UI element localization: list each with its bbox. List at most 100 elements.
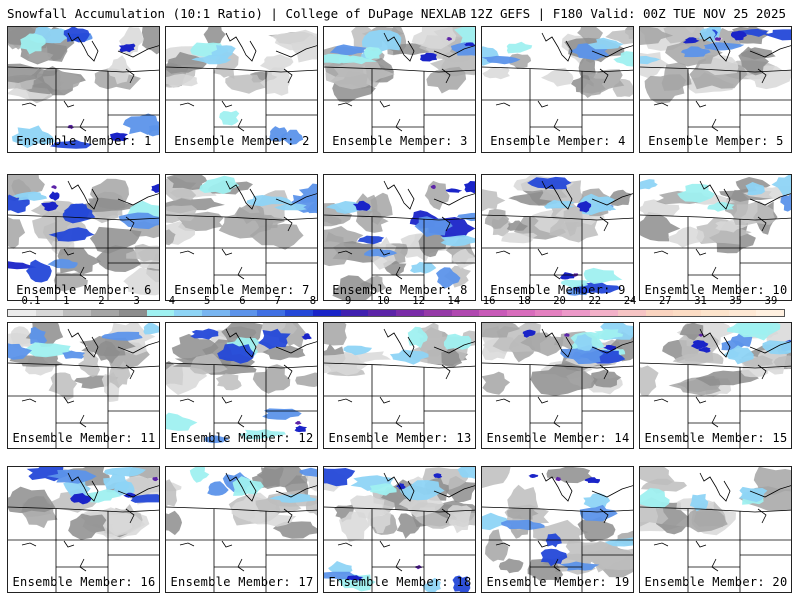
member-map-panel <box>323 174 476 301</box>
snowfall-map <box>482 27 633 152</box>
colorbar-tick-label: 8 <box>309 295 317 307</box>
member-map-panel <box>481 466 634 593</box>
snowfall-map <box>324 180 475 300</box>
member-map-panel <box>323 26 476 153</box>
colorbar-tick-label: 5 <box>204 295 211 307</box>
colorbar-tick-label: 7 <box>274 295 281 307</box>
member-map-panel <box>323 466 476 593</box>
colorbar-segment <box>118 310 147 316</box>
colorbar-segment <box>396 310 424 316</box>
member-label: Ensemble Member: 1 <box>16 134 152 148</box>
member-map-panel <box>7 322 160 449</box>
colorbar-tick-label: 10 <box>377 295 390 307</box>
snowfall-colorbar <box>7 309 785 317</box>
snowfall-map <box>166 175 317 300</box>
colorbar-ticks: 0.1 1 2 3 4 5 6 7 8 9 10 12 14 16 18 20 22 24 27 31 35 39 <box>7 295 785 307</box>
snowfall-map <box>8 175 159 300</box>
member-label: Ensemble Member: 8 <box>332 283 468 297</box>
colorbar-segment <box>229 310 258 316</box>
member-map-panel <box>165 174 318 301</box>
member-map-panel <box>481 322 634 449</box>
colorbar-tick-label: 0.1 <box>21 295 41 307</box>
member-label: Ensemble Member: 16 <box>12 575 156 589</box>
member-label: Ensemble Member: 10 <box>644 283 788 297</box>
member-label: Ensemble Member: 12 <box>170 431 314 445</box>
member-map-panel <box>7 26 160 153</box>
colorbar-tick-label: 27 <box>658 295 672 307</box>
colorbar-segment <box>312 310 341 316</box>
colorbar-segment <box>617 310 646 316</box>
member-label: Ensemble Member: 2 <box>174 134 310 148</box>
snowfall-map <box>324 27 475 152</box>
member-map-panel <box>639 26 792 153</box>
colorbar-tick-label: 2 <box>98 295 105 307</box>
colorbar-segment <box>479 310 507 316</box>
member-label: Ensemble Member: 20 <box>644 575 788 589</box>
member-label: Ensemble Member: 13 <box>328 431 472 445</box>
colorbar-segment <box>506 310 535 316</box>
colorbar-segment <box>174 310 203 316</box>
colorbar-segment <box>700 310 729 316</box>
member-label: Ensemble Member: 6 <box>16 283 152 297</box>
snowfall-map <box>166 27 317 152</box>
member-map-panel <box>481 174 634 301</box>
colorbar-tick-label: 3 <box>133 295 140 307</box>
member-map-panel <box>165 322 318 449</box>
snowfall-map <box>324 323 475 448</box>
colorbar-segment <box>63 310 92 316</box>
snowfall-map <box>640 323 791 448</box>
member-map-panel <box>481 26 634 153</box>
colorbar-segment <box>91 310 119 316</box>
map-title: Snowfall Accumulation (10:1 Ratio) | Col… <box>7 6 467 21</box>
colorbar-segment <box>202 310 230 316</box>
member-map-panel <box>7 466 160 593</box>
member-map-panel <box>323 322 476 449</box>
snowfall-map <box>482 467 633 592</box>
colorbar-segment <box>534 310 563 316</box>
colorbar-tick-label: 35 <box>729 295 743 307</box>
colorbar-segment <box>340 310 369 316</box>
colorbar-tick-label: 39 <box>764 295 778 307</box>
member-label: Ensemble Member: 3 <box>332 134 468 148</box>
snowfall-map <box>324 467 475 592</box>
colorbar-segment <box>673 310 701 316</box>
member-map-panel <box>639 174 792 301</box>
colorbar-tick-label: 4 <box>168 295 176 307</box>
snowfall-map <box>482 175 633 300</box>
colorbar-segment <box>451 310 480 316</box>
colorbar-segment <box>423 310 452 316</box>
snowfall-map <box>8 27 159 152</box>
member-label: Ensemble Member: 5 <box>648 134 784 148</box>
colorbar-segment <box>562 310 591 316</box>
colorbar-tick-label: 16 <box>482 295 496 307</box>
member-label: Ensemble Member: 9 <box>490 283 626 297</box>
snowfall-map <box>8 323 159 448</box>
snowfall-map <box>640 175 791 300</box>
colorbar-tick-label: 20 <box>553 295 566 307</box>
member-label: Ensemble Member: 19 <box>486 575 630 589</box>
colorbar-tick-label: 18 <box>518 295 531 307</box>
member-label: Ensemble Member: 4 <box>490 134 626 148</box>
member-label: Ensemble Member: 15 <box>644 431 788 445</box>
colorbar-tick-label: 1 <box>63 295 70 307</box>
member-map-panel <box>165 466 318 593</box>
snowfall-map <box>640 467 791 592</box>
member-map-panel <box>165 26 318 153</box>
snowfall-map <box>640 27 791 152</box>
colorbar-segment <box>728 310 757 316</box>
member-map-panel <box>639 322 792 449</box>
snowfall-map <box>8 467 159 592</box>
colorbar-tick-label: 6 <box>239 295 246 307</box>
member-label: Ensemble Member: 11 <box>12 431 156 445</box>
snowfall-map <box>166 323 317 448</box>
colorbar-tick-label: 24 <box>623 295 637 307</box>
snowfall-map <box>166 467 317 592</box>
colorbar-tick-label: 12 <box>412 295 425 307</box>
colorbar-segment <box>590 310 618 316</box>
colorbar-segment <box>8 310 36 316</box>
colorbar-segment <box>756 310 785 316</box>
member-label: Ensemble Member: 7 <box>174 283 310 297</box>
colorbar-tick-label: 9 <box>344 295 352 307</box>
colorbar-tick-label: 31 <box>694 295 707 307</box>
colorbar-tick-label: 14 <box>447 295 461 307</box>
